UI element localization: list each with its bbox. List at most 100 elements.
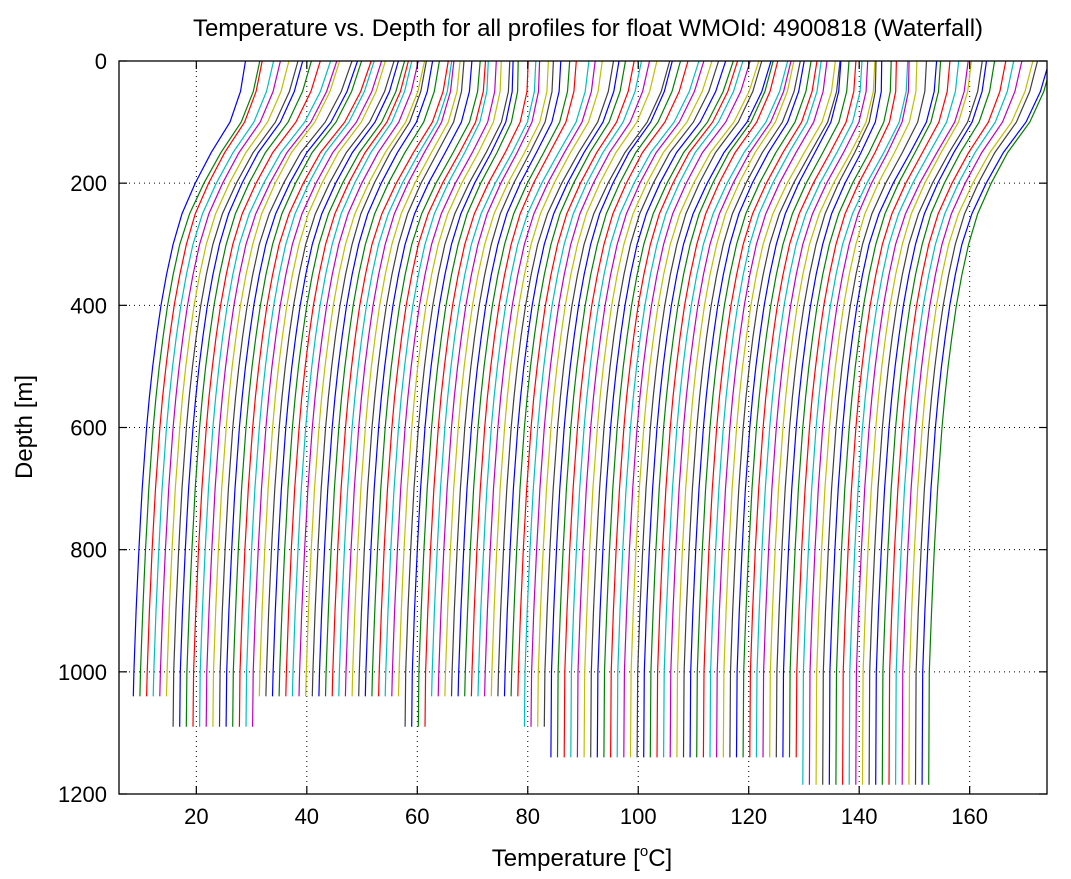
profile-line	[218, 61, 353, 727]
profile-line	[802, 61, 909, 785]
profile-line	[384, 61, 489, 697]
profile-line	[358, 61, 465, 697]
profile-line	[424, 61, 529, 727]
profile-line	[643, 61, 772, 758]
profile-line	[696, 61, 812, 758]
profile-line	[146, 61, 263, 697]
x-axis-label-superscript: o	[640, 843, 648, 860]
profile-line	[238, 61, 372, 727]
profile-line	[523, 61, 643, 727]
profile-line	[921, 66, 1047, 785]
profile-line	[510, 61, 627, 697]
x-tick-label: 120	[730, 804, 767, 829]
profile-line	[477, 61, 590, 697]
profile-line	[185, 61, 312, 727]
y-tick-label: 800	[70, 538, 107, 563]
x-tick-label: 80	[516, 804, 540, 829]
profile-line	[444, 61, 549, 697]
profile-line	[855, 61, 969, 785]
profile-line	[749, 61, 857, 758]
y-tick-label: 0	[95, 49, 107, 74]
y-tick-label: 1200	[58, 782, 107, 807]
profile-line	[457, 61, 562, 697]
profile-line	[324, 61, 440, 697]
profile-line	[583, 61, 713, 758]
profile-line	[676, 61, 795, 758]
profile-line	[132, 61, 247, 697]
profile-line	[291, 61, 413, 697]
x-axis-label-tail: C]	[648, 845, 672, 872]
profile-line	[517, 61, 635, 697]
y-axis-label: Depth [m]	[11, 375, 38, 479]
profile-line	[795, 61, 897, 758]
profile-line	[570, 61, 700, 758]
profile-line	[543, 61, 671, 727]
profile-line	[437, 61, 541, 697]
profile-line	[338, 61, 453, 697]
y-tick-label: 200	[70, 171, 107, 196]
profile-line	[378, 61, 487, 697]
profile-line	[232, 61, 363, 727]
chart-title: Temperature vs. Depth for all profiles f…	[193, 15, 983, 42]
profile-line	[815, 61, 918, 785]
profile-line	[742, 61, 850, 758]
profile-line	[842, 61, 951, 785]
profile-line	[623, 61, 751, 758]
x-tick-label: 160	[951, 804, 988, 829]
profile-line	[788, 61, 892, 758]
profile-line	[769, 61, 876, 758]
profile-line	[775, 61, 877, 758]
x-axis-label-main: Temperature [	[492, 845, 640, 872]
profile-line	[682, 61, 801, 758]
profile-line	[205, 61, 338, 727]
profile-line	[914, 61, 1039, 785]
profile-line	[470, 61, 577, 697]
profile-line	[212, 61, 341, 727]
profile-line	[822, 61, 928, 785]
y-tick-label: 1000	[58, 660, 107, 685]
profile-line	[689, 61, 805, 758]
profile-line	[663, 61, 789, 758]
profile-line	[616, 61, 744, 758]
profile-line	[252, 61, 383, 727]
profile-line	[722, 61, 836, 758]
profile-line	[537, 61, 658, 727]
profile-line	[331, 61, 449, 697]
profile-line	[285, 61, 409, 697]
profile-line	[265, 61, 395, 697]
profile-line	[808, 61, 910, 785]
profile-line	[782, 61, 883, 758]
profile-line	[411, 61, 514, 727]
profile-line	[649, 61, 774, 758]
profile-line	[199, 61, 332, 727]
profile-line	[278, 61, 406, 697]
y-tick-label: 600	[70, 416, 107, 441]
x-axis-label: Temperature [oC]	[492, 843, 672, 872]
profile-line	[590, 61, 720, 758]
profile-line	[556, 61, 682, 758]
profile-line	[417, 61, 519, 727]
profile-line	[298, 61, 419, 697]
profile-line	[702, 61, 818, 758]
profile-line	[550, 61, 673, 758]
profile-line	[603, 61, 734, 758]
plot-frame	[118, 60, 1048, 795]
profile-line	[364, 61, 473, 697]
profile-line	[709, 61, 822, 758]
profile-line	[484, 61, 596, 697]
profile-line	[464, 61, 571, 697]
profile-line	[397, 61, 502, 697]
profile-line	[530, 61, 651, 727]
x-tick-label: 100	[620, 804, 657, 829]
profile-line	[828, 61, 938, 785]
profile-line	[875, 61, 988, 785]
profile-line	[888, 61, 1007, 785]
axis-ticks: 20 40 60 80 100 120 140 160 0 200 400 600 800 1000 120…	[58, 49, 1047, 829]
profile-line	[729, 61, 841, 758]
profile-line	[351, 61, 461, 697]
profile-line	[165, 61, 290, 697]
profile-line	[245, 61, 375, 727]
profile-line	[503, 61, 620, 697]
profile-line	[311, 61, 427, 697]
profile-line	[762, 61, 869, 758]
